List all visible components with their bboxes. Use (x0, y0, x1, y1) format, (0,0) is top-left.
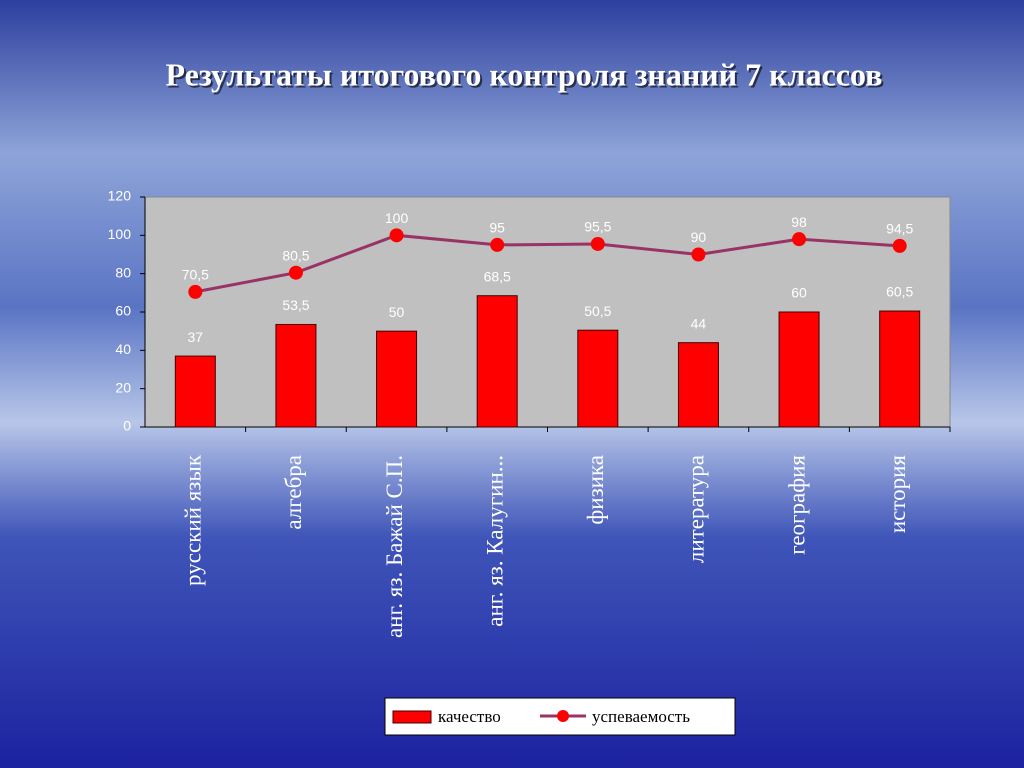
chart-title: Результаты итогового контроля знаний 7 к… (166, 56, 883, 92)
y-tick-label: 60 (115, 303, 131, 319)
bar (476, 295, 518, 428)
bar-value-label: 60,5 (886, 284, 913, 300)
line-value-label: 95 (489, 220, 505, 236)
line-marker (590, 236, 605, 251)
bar-value-label: 53,5 (282, 297, 309, 313)
bar (577, 329, 619, 428)
legend (384, 697, 736, 736)
bar-value-label: 60 (791, 285, 807, 301)
x-tick-label: физика (583, 455, 608, 525)
x-tick-label: история (885, 455, 910, 534)
title-shadow: Результаты итогового контроля знаний 7 к… (168, 58, 885, 94)
x-tick-label: анг. яз. Калугин... (482, 455, 507, 627)
line-marker (691, 247, 706, 262)
line-value-label: 70,5 (182, 267, 209, 283)
bar-value-label: 37 (188, 329, 204, 345)
line-value-label: 95,5 (584, 219, 611, 235)
legend-swatch (392, 710, 432, 724)
line-marker (792, 232, 807, 247)
line-value-label: 80,5 (282, 247, 309, 263)
bar (376, 330, 418, 428)
legend-label: качество (438, 707, 501, 726)
bar-value-label: 44 (691, 315, 707, 331)
y-tick-label: 0 (123, 418, 131, 434)
bar (174, 355, 216, 428)
x-tick-label: русский язык (181, 454, 206, 586)
line-marker (389, 228, 404, 243)
bar (275, 323, 317, 428)
line-marker (288, 265, 303, 280)
y-tick-label: 120 (108, 188, 132, 204)
line-marker (892, 238, 907, 253)
y-tick-label: 40 (115, 341, 131, 357)
y-tick-label: 20 (115, 379, 131, 395)
bar (879, 310, 921, 428)
legend-marker (557, 710, 569, 722)
bar (677, 342, 719, 428)
line (195, 233, 900, 294)
x-tick-label: литература (684, 455, 709, 563)
bar-value-label: 50 (389, 304, 405, 320)
legend-label: успеваемость (592, 707, 690, 726)
line-marker (188, 284, 203, 299)
x-tick-label: анг. яз. Бажай С.П. (382, 455, 407, 638)
y-tick-label: 80 (115, 264, 131, 280)
bar (778, 311, 820, 428)
bar-value-label: 68,5 (484, 268, 511, 284)
line-value-label: 90 (691, 229, 707, 245)
line-value-label: 100 (385, 210, 409, 226)
line-value-label: 94,5 (886, 221, 913, 237)
plot-area (144, 196, 951, 428)
x-tick-label: алгебра (281, 455, 306, 530)
y-tick-label: 100 (108, 226, 132, 242)
bar-value-label: 50,5 (584, 303, 611, 319)
line-marker (490, 237, 505, 252)
line-value-label: 98 (791, 214, 807, 230)
x-tick-label: география (784, 455, 809, 555)
